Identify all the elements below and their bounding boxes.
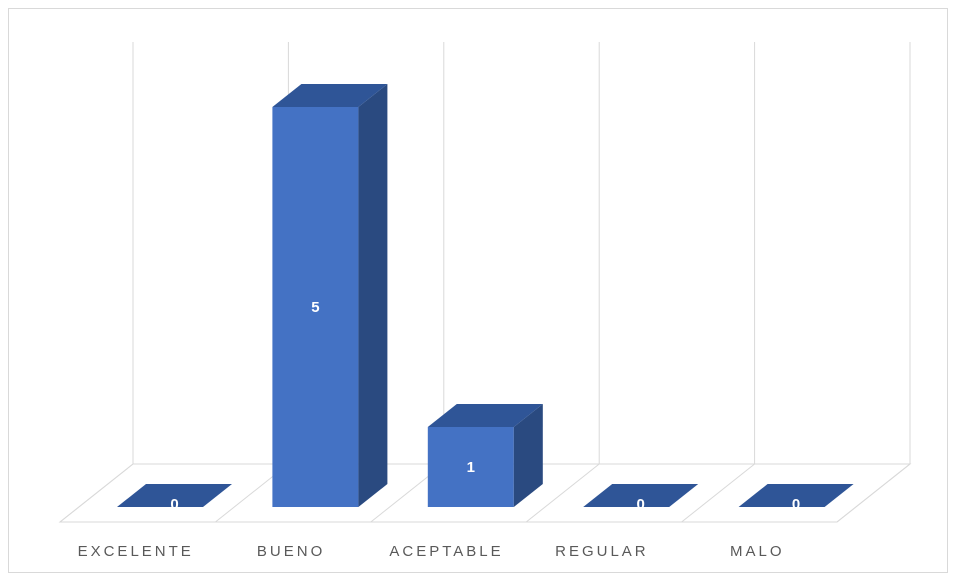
category-label: MALO: [730, 543, 785, 560]
data-label: 0: [637, 496, 645, 513]
bar-regular: [583, 484, 699, 507]
bar-front: [427, 427, 514, 507]
bar-aceptable: [427, 404, 543, 507]
floor-divider: [836, 463, 911, 523]
data-label: 5: [311, 299, 319, 316]
category-label: ACEPTABLE: [389, 543, 503, 560]
data-label: 0: [170, 496, 178, 513]
data-label: 1: [467, 459, 475, 476]
floor-divider: [681, 463, 755, 523]
bar-top: [272, 84, 388, 107]
bar-top: [583, 484, 699, 507]
bar-top: [427, 404, 543, 427]
bar-front: [272, 107, 359, 507]
bar-bueno: [272, 84, 388, 507]
label-layer: 0 EXCELENTE 5 BUENO 1 ACEPTABLE 0 REGULAR 0 MALO: [78, 299, 801, 560]
category-label: BUENO: [257, 543, 325, 560]
data-label: 0: [792, 496, 800, 513]
bar-top: [738, 484, 854, 507]
floor-divider: [59, 463, 134, 523]
bar-side: [358, 84, 388, 507]
bar-layer: [117, 84, 854, 507]
bar-malo: [738, 484, 854, 507]
bar-excelente: [117, 484, 232, 507]
category-label: EXCELENTE: [78, 543, 194, 560]
floor-divider: [525, 463, 600, 523]
bar-top: [117, 484, 232, 507]
category-label: REGULAR: [555, 543, 649, 560]
bar-side: [513, 404, 543, 507]
